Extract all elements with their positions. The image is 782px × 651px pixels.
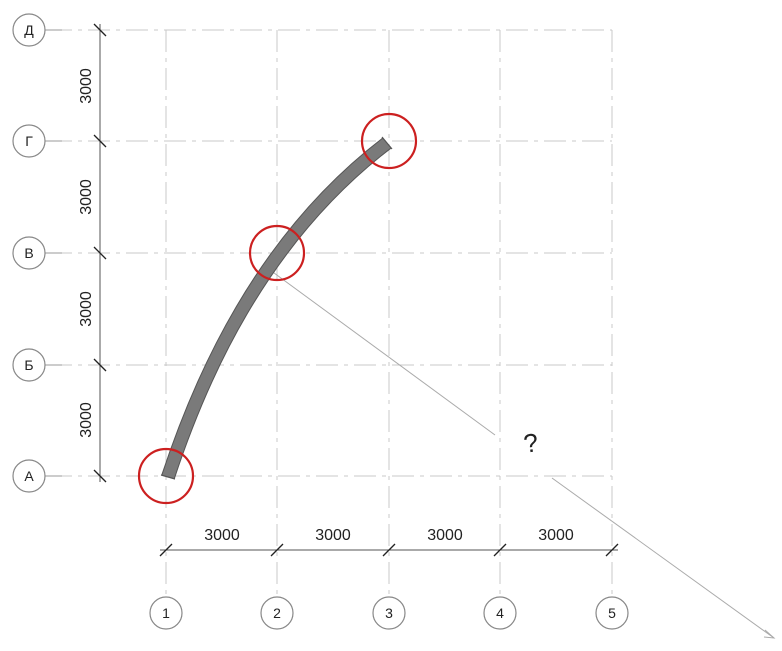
column-axis-bubbles: 1 2 3 4 5 (149, 596, 629, 630)
column-spacing-label: 3000 (427, 527, 463, 544)
curved-beam-body (162, 138, 391, 479)
row-axis-bubble-a (12, 459, 46, 493)
row-spacing-label: 3000 (78, 179, 95, 215)
column-axis-label: 5 (608, 605, 616, 621)
radius-leader-line-upper (269, 269, 496, 436)
column-axis-label: 4 (496, 605, 504, 621)
column-spacing-label: 3000 (538, 527, 574, 544)
column-axis-bubble-4 (483, 596, 517, 630)
column-axis-bubble-3 (372, 596, 406, 630)
row-axis-bubble-d (12, 13, 46, 47)
row-axis-label: Б (24, 357, 33, 373)
dimension-tick (93, 246, 107, 260)
highlight-circle-g3 (360, 112, 418, 170)
column-spacing-label: 3000 (315, 527, 351, 544)
highlight-markers (137, 112, 418, 505)
radius-arrowhead (763, 629, 776, 639)
row-axis-bubble-v (12, 236, 46, 270)
column-dimension-chain: 3000 3000 3000 3000 (159, 527, 619, 557)
row-axis-label: Д (24, 22, 34, 38)
row-axis-bubbles: Д Г В Б А (12, 13, 62, 493)
radius-leader: ? (266, 262, 776, 639)
row-axis-label: Г (25, 133, 33, 149)
dimension-tick (93, 23, 107, 37)
dimension-tick (93, 134, 107, 148)
curved-beam (160, 136, 393, 480)
row-spacing-label: 3000 (78, 291, 95, 327)
column-axis-bubble-2 (260, 596, 294, 630)
dimension-tick (93, 358, 107, 372)
row-axis-label: А (24, 468, 34, 484)
beam-end-cap-start (160, 474, 176, 480)
row-axis-bubble-g (12, 124, 46, 158)
highlight-circle-a1 (137, 447, 195, 505)
dimension-tick (382, 543, 396, 557)
column-axis-bubble-5 (595, 596, 629, 630)
column-axis-label: 1 (162, 605, 170, 621)
dimension-tick (159, 543, 173, 557)
row-axis-label: В (24, 245, 33, 261)
beam-end-cap-end (381, 136, 393, 150)
highlight-circle-v2 (248, 224, 306, 282)
column-spacing-label: 3000 (204, 527, 240, 544)
dimension-tick (270, 543, 284, 557)
column-axis-bubble-1 (149, 596, 183, 630)
unknown-radius-question-mark: ? (522, 427, 541, 459)
grid-lines (50, 29, 613, 595)
column-axis-label: 2 (273, 605, 281, 621)
row-spacing-label: 3000 (78, 402, 95, 438)
dimension-tick (493, 543, 507, 557)
row-dimension-chain: 3000 3000 3000 3000 (78, 23, 107, 483)
dimension-tick (605, 543, 619, 557)
column-axis-label: 3 (385, 605, 393, 621)
dimension-tick (93, 469, 107, 483)
row-spacing-label: 3000 (78, 68, 95, 104)
radius-leader-line-lower (551, 477, 775, 639)
row-axis-bubble-b (12, 348, 46, 382)
